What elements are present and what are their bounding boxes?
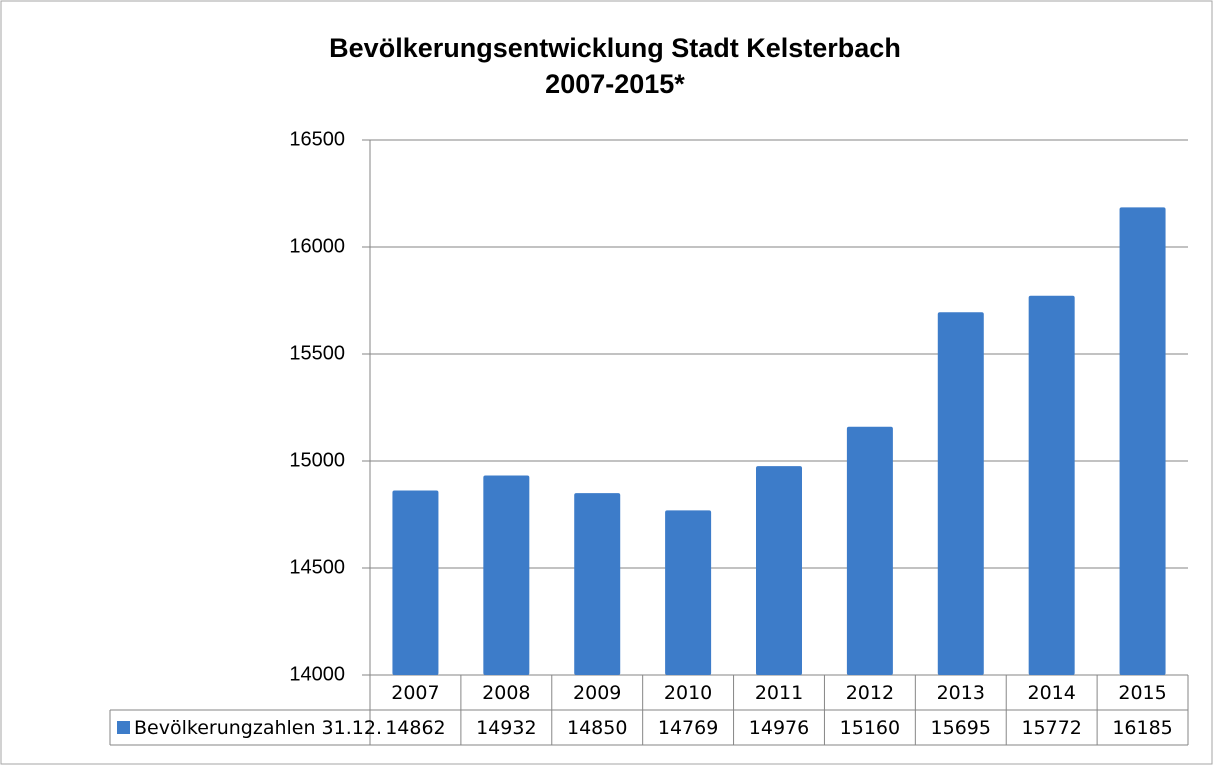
x-tick-label: 2008 bbox=[482, 682, 530, 704]
bar bbox=[756, 466, 802, 675]
y-tick-label: 16000 bbox=[289, 235, 345, 257]
bar bbox=[846, 426, 893, 675]
x-tick-label: 2009 bbox=[573, 682, 621, 704]
x-tick-label: 2012 bbox=[846, 682, 894, 704]
table-value: 14976 bbox=[749, 717, 809, 739]
table-value: 14862 bbox=[385, 717, 445, 739]
chart-title: Bevölkerungsentwicklung Stadt Kelsterbac… bbox=[329, 33, 901, 63]
y-tick-label: 14500 bbox=[289, 556, 345, 578]
table-value: 15695 bbox=[931, 717, 991, 739]
x-tick-label: 2014 bbox=[1027, 682, 1075, 704]
x-tick-label: 2015 bbox=[1118, 682, 1166, 704]
bar bbox=[483, 475, 530, 675]
x-tick-label: 2010 bbox=[664, 682, 712, 704]
x-tick-label: 2013 bbox=[937, 682, 985, 704]
y-tick-label: 15000 bbox=[289, 449, 345, 471]
bar bbox=[1028, 295, 1075, 675]
bar bbox=[392, 490, 439, 675]
y-tick-label: 15500 bbox=[289, 342, 345, 364]
legend-swatch bbox=[117, 721, 130, 734]
table-value: 14769 bbox=[658, 717, 718, 739]
legend-label: Bevölkerungzahlen 31.12. bbox=[134, 717, 382, 739]
chart-subtitle: 2007-2015* bbox=[545, 69, 685, 99]
table-value: 15772 bbox=[1021, 717, 1081, 739]
table-value: 14850 bbox=[567, 717, 627, 739]
x-tick-label: 2011 bbox=[755, 682, 803, 704]
table-value: 16185 bbox=[1112, 717, 1172, 739]
bar bbox=[574, 493, 621, 675]
bar bbox=[1119, 207, 1166, 675]
y-tick-label: 14000 bbox=[289, 663, 345, 685]
table-value: 15160 bbox=[840, 717, 900, 739]
table-value: 14932 bbox=[476, 717, 536, 739]
x-tick-label: 2007 bbox=[391, 682, 439, 704]
y-tick-label: 16500 bbox=[289, 128, 345, 150]
bar bbox=[937, 312, 984, 675]
bar bbox=[665, 510, 712, 675]
